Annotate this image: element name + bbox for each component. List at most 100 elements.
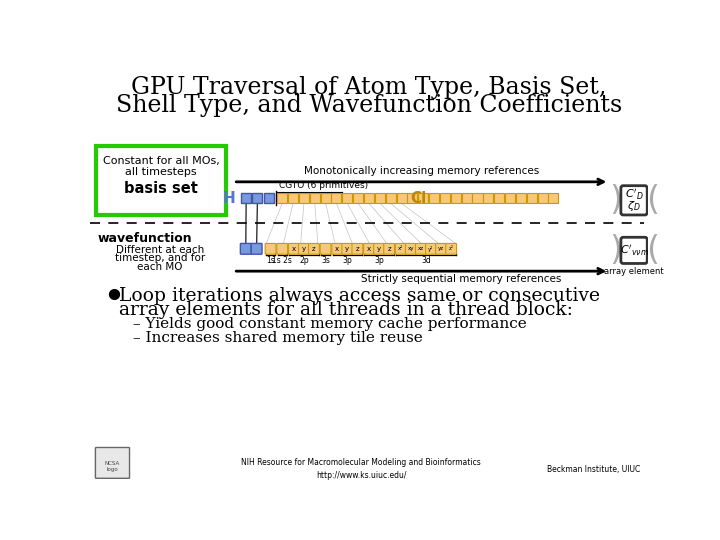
Text: 3p: 3p bbox=[343, 256, 352, 265]
Text: basis set: basis set bbox=[124, 181, 198, 196]
Bar bbox=[462, 193, 472, 204]
FancyBboxPatch shape bbox=[405, 244, 416, 254]
Text: timestep, and for: timestep, and for bbox=[114, 253, 205, 263]
Bar bbox=[483, 193, 493, 204]
Bar bbox=[408, 193, 418, 204]
Bar bbox=[527, 193, 537, 204]
Text: all timesteps: all timesteps bbox=[125, 167, 197, 177]
FancyBboxPatch shape bbox=[276, 244, 287, 254]
FancyBboxPatch shape bbox=[342, 244, 353, 254]
Text: Constant for all MOs,: Constant for all MOs, bbox=[102, 156, 220, 166]
Text: Loop iterations always access same or consecutive: Loop iterations always access same or co… bbox=[120, 287, 600, 305]
FancyBboxPatch shape bbox=[384, 244, 395, 254]
Text: Monotonically increasing memory references: Monotonically increasing memory referenc… bbox=[304, 166, 539, 177]
Bar bbox=[264, 193, 274, 204]
Bar bbox=[549, 193, 559, 204]
Bar bbox=[320, 193, 330, 204]
Bar bbox=[253, 193, 262, 204]
Bar bbox=[516, 193, 526, 204]
Text: ): ) bbox=[609, 184, 622, 217]
FancyBboxPatch shape bbox=[289, 244, 300, 254]
Text: 3p: 3p bbox=[374, 256, 384, 265]
FancyBboxPatch shape bbox=[332, 244, 343, 254]
Bar bbox=[538, 193, 548, 204]
FancyBboxPatch shape bbox=[251, 244, 262, 254]
Text: y: y bbox=[302, 246, 306, 252]
FancyBboxPatch shape bbox=[309, 244, 320, 254]
Text: z: z bbox=[356, 246, 359, 252]
FancyBboxPatch shape bbox=[436, 244, 446, 254]
Bar bbox=[277, 193, 287, 204]
Bar bbox=[342, 193, 352, 204]
Text: x: x bbox=[292, 246, 296, 252]
Text: $C'_D$: $C'_D$ bbox=[625, 187, 644, 202]
Text: $C'_{v\nu m}$: $C'_{v\nu m}$ bbox=[619, 243, 649, 258]
Bar bbox=[288, 193, 298, 204]
FancyBboxPatch shape bbox=[299, 244, 310, 254]
Text: 3s: 3s bbox=[321, 256, 330, 265]
Bar bbox=[429, 193, 439, 204]
Bar bbox=[310, 193, 320, 204]
FancyBboxPatch shape bbox=[374, 244, 384, 254]
Text: y: y bbox=[345, 246, 349, 252]
Text: Strictly sequential memory references: Strictly sequential memory references bbox=[361, 274, 562, 284]
Text: x²: x² bbox=[398, 246, 403, 251]
Text: each MO: each MO bbox=[137, 261, 182, 272]
Text: Cl: Cl bbox=[410, 191, 426, 206]
Text: xz: xz bbox=[418, 246, 424, 251]
Text: y: y bbox=[377, 246, 381, 252]
Text: NIH Resource for Macromolecular Modeling and Bioinformatics
http://www.ks.uiuc.e: NIH Resource for Macromolecular Modeling… bbox=[241, 458, 481, 480]
Text: – Yields good constant memory cache performance: – Yields good constant memory cache perf… bbox=[132, 318, 526, 332]
Text: xy: xy bbox=[408, 246, 414, 251]
Bar bbox=[241, 193, 251, 204]
Text: Shell Type, and Wavefunction Coefficients: Shell Type, and Wavefunction Coefficient… bbox=[116, 94, 622, 117]
Text: Beckman Institute, UIUC: Beckman Institute, UIUC bbox=[547, 464, 640, 474]
FancyBboxPatch shape bbox=[265, 244, 276, 254]
Text: GPU Traversal of Atom Type, Basis Set,: GPU Traversal of Atom Type, Basis Set, bbox=[131, 76, 607, 99]
Text: array elements for all threads in a thread block:: array elements for all threads in a thre… bbox=[120, 301, 573, 319]
Text: z: z bbox=[387, 246, 391, 252]
Bar bbox=[331, 193, 341, 204]
FancyBboxPatch shape bbox=[426, 244, 436, 254]
Bar bbox=[418, 193, 428, 204]
Text: (: ( bbox=[646, 234, 659, 267]
Text: y²: y² bbox=[428, 246, 433, 252]
Text: 1s 2s: 1s 2s bbox=[272, 256, 292, 265]
Bar bbox=[299, 193, 309, 204]
Text: NCSA
logo: NCSA logo bbox=[105, 461, 120, 472]
Bar bbox=[375, 193, 385, 204]
FancyBboxPatch shape bbox=[364, 244, 374, 254]
Bar bbox=[353, 193, 363, 204]
Bar bbox=[386, 193, 396, 204]
Text: 2p: 2p bbox=[299, 256, 309, 265]
Text: z: z bbox=[312, 246, 316, 252]
FancyBboxPatch shape bbox=[621, 186, 647, 215]
FancyBboxPatch shape bbox=[395, 244, 406, 254]
Text: $\zeta_D$: $\zeta_D$ bbox=[627, 199, 641, 213]
Text: CGTO (6 primitives): CGTO (6 primitives) bbox=[279, 181, 368, 190]
FancyBboxPatch shape bbox=[240, 244, 251, 254]
Text: 1s: 1s bbox=[266, 256, 275, 265]
FancyBboxPatch shape bbox=[352, 244, 363, 254]
Text: – Increases shared memory tile reuse: – Increases shared memory tile reuse bbox=[132, 331, 423, 345]
Text: z²: z² bbox=[449, 246, 454, 251]
Text: yz: yz bbox=[438, 246, 444, 251]
Text: ): ) bbox=[609, 234, 622, 267]
Text: wavefunction: wavefunction bbox=[98, 232, 192, 245]
FancyBboxPatch shape bbox=[446, 244, 456, 254]
Bar bbox=[397, 193, 407, 204]
FancyBboxPatch shape bbox=[621, 237, 647, 264]
Text: 3d: 3d bbox=[421, 256, 431, 265]
Text: (: ( bbox=[646, 184, 659, 217]
Text: x: x bbox=[336, 246, 339, 252]
Text: x: x bbox=[367, 246, 371, 252]
Bar bbox=[494, 193, 504, 204]
FancyBboxPatch shape bbox=[320, 244, 331, 254]
Text: Different at each: Different at each bbox=[116, 245, 204, 254]
Text: array element: array element bbox=[604, 267, 664, 276]
Text: •: • bbox=[102, 279, 125, 317]
FancyBboxPatch shape bbox=[415, 244, 426, 254]
Text: H: H bbox=[223, 191, 236, 206]
Bar bbox=[440, 193, 450, 204]
Bar bbox=[505, 193, 515, 204]
